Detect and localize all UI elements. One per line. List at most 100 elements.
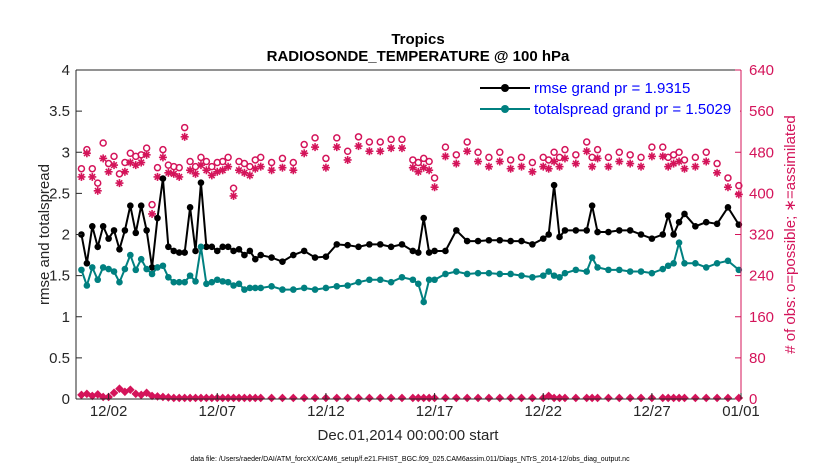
rmse-point bbox=[681, 210, 688, 218]
obs-rejected-point bbox=[593, 393, 602, 403]
rmse-point bbox=[127, 202, 134, 210]
totalspread-point bbox=[213, 276, 221, 284]
totalspread-point bbox=[583, 268, 591, 275]
rmse-point bbox=[420, 214, 428, 222]
totalspread-point bbox=[154, 264, 161, 271]
obs-rejected-point bbox=[109, 388, 119, 398]
obs-possible-point bbox=[365, 138, 374, 146]
obs-rejected-point bbox=[701, 393, 711, 403]
rmse-point bbox=[442, 247, 449, 255]
rmse-point bbox=[463, 237, 471, 245]
obs-assimilated-point bbox=[77, 172, 86, 181]
rmse-point bbox=[94, 243, 102, 251]
rmse-point bbox=[572, 227, 580, 234]
obs-assimilated-point bbox=[734, 190, 743, 199]
totalspread-point bbox=[257, 284, 265, 292]
obs-possible-point bbox=[159, 145, 167, 154]
rmse-point bbox=[235, 246, 243, 253]
y-tick-label-left: 4 bbox=[62, 62, 70, 79]
obs-rejected-point bbox=[625, 393, 635, 403]
obs-assimilated-point bbox=[332, 143, 341, 152]
obs-rejected-point bbox=[452, 393, 461, 403]
x-tick-label: 12/02 bbox=[90, 403, 128, 420]
obs-possible-point bbox=[354, 133, 363, 141]
totalspread-point bbox=[99, 264, 107, 271]
legend-spread-marker bbox=[501, 105, 509, 113]
rmse-point bbox=[702, 218, 710, 226]
totalspread-point bbox=[224, 278, 232, 286]
rmse-point bbox=[344, 241, 351, 249]
rmse-point bbox=[224, 243, 232, 251]
obs-possible-point bbox=[289, 158, 298, 167]
chart-title: Tropics bbox=[391, 31, 444, 48]
rmse-point bbox=[88, 222, 96, 230]
obs-assimilated-point bbox=[582, 147, 591, 156]
totalspread-point bbox=[127, 251, 134, 259]
obs-assimilated-point bbox=[289, 166, 298, 175]
totalspread-point bbox=[588, 254, 596, 261]
obs-possible-point bbox=[724, 174, 732, 182]
obs-possible-point bbox=[376, 138, 384, 146]
obs-possible-point bbox=[224, 153, 232, 162]
rmse-point bbox=[246, 247, 254, 255]
totalspread-point bbox=[290, 286, 297, 293]
legend-rmse-label: rmse grand pr = 1.9315 bbox=[534, 80, 690, 97]
obs-assimilated-point bbox=[626, 159, 635, 168]
legend-spread-label: totalspread grand pr = 1.5029 bbox=[534, 101, 731, 118]
rmse-point bbox=[159, 175, 167, 182]
obs-assimilated-point bbox=[544, 164, 553, 173]
obs-possible-point bbox=[126, 149, 135, 158]
rmse-point bbox=[539, 235, 547, 242]
totalspread-point bbox=[110, 268, 118, 275]
obs-rejected-point bbox=[484, 393, 494, 403]
rmse-point bbox=[453, 227, 460, 234]
totalspread-point bbox=[311, 286, 319, 293]
obs-assimilated-point bbox=[441, 152, 450, 161]
obs-rejected-point bbox=[691, 393, 700, 403]
obs-assimilated-point bbox=[365, 147, 374, 156]
totalspread-point bbox=[539, 272, 547, 279]
obs-assimilated-point bbox=[191, 169, 200, 178]
rmse-point bbox=[116, 246, 123, 253]
rmse-point bbox=[279, 258, 286, 265]
obs-assimilated-point bbox=[218, 166, 227, 175]
rmse-point bbox=[137, 202, 145, 210]
obs-possible-point bbox=[713, 159, 721, 168]
obs-assimilated-point bbox=[158, 153, 167, 162]
obs-assimilated-point bbox=[267, 166, 276, 175]
obs-assimilated-point bbox=[142, 150, 151, 159]
totalspread-point bbox=[453, 268, 460, 275]
obs-possible-point bbox=[702, 148, 710, 156]
totalspread-point bbox=[637, 268, 645, 275]
obs-rejected-point bbox=[375, 393, 385, 403]
rmse-point bbox=[724, 204, 732, 211]
obs-assimilated-point bbox=[425, 166, 434, 175]
obs-assimilated-point bbox=[463, 147, 472, 156]
y-axis-label-right: # of obs: o=possible; ∗=assimilated bbox=[782, 115, 799, 354]
y-tick-label-left: 3 bbox=[62, 144, 70, 161]
obs-rejected-point bbox=[142, 388, 151, 398]
y-tick-label-right: 400 bbox=[749, 185, 774, 202]
totalspread-point bbox=[529, 273, 536, 281]
totalspread-point bbox=[496, 270, 504, 278]
totalspread-point bbox=[572, 266, 580, 274]
obs-possible-point bbox=[311, 134, 319, 142]
obs-possible-point bbox=[419, 154, 428, 163]
totalspread-point bbox=[409, 276, 417, 284]
obs-possible-point bbox=[675, 148, 683, 156]
rmse-point bbox=[154, 214, 161, 222]
rmse-point bbox=[692, 222, 699, 230]
obs-assimilated-point bbox=[495, 157, 504, 166]
obs-assimilated-point bbox=[148, 209, 157, 218]
rmse-point bbox=[675, 218, 683, 226]
rmse-point bbox=[366, 241, 373, 248]
obs-assimilated-point bbox=[196, 161, 205, 170]
totalspread-point bbox=[648, 269, 656, 277]
y-tick-label-left: 1 bbox=[62, 309, 70, 326]
obs-possible-point bbox=[414, 158, 423, 167]
y-tick-label-right: 80 bbox=[749, 350, 766, 367]
y-tick-label-left: 2 bbox=[62, 227, 70, 244]
obs-rejected-point bbox=[636, 393, 646, 403]
rmse-point bbox=[290, 251, 297, 259]
rmse-point bbox=[713, 220, 721, 228]
